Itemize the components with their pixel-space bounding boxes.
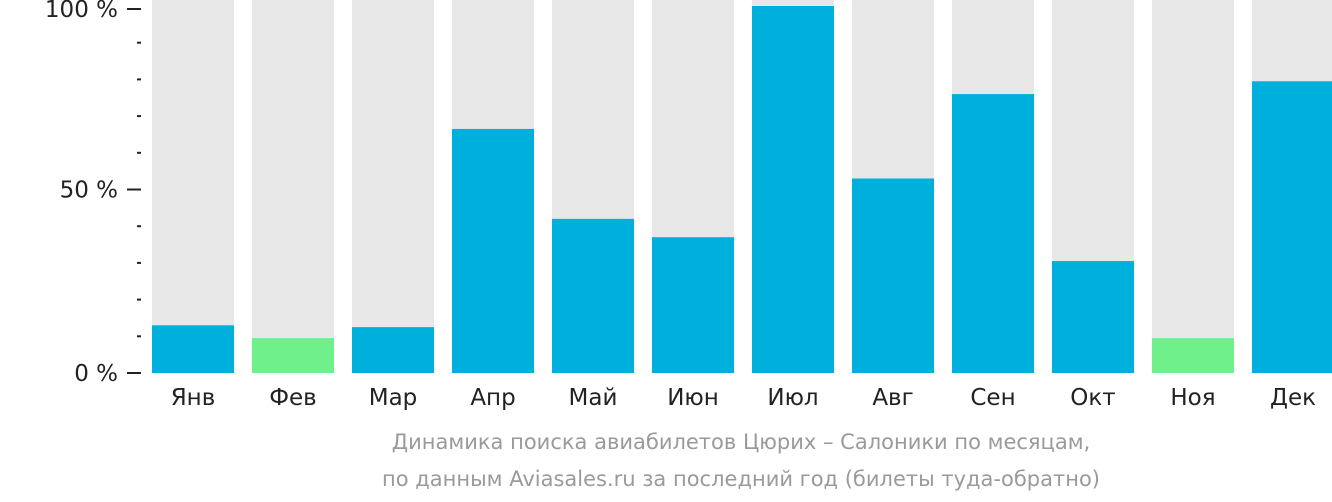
y-tick-label-1: 0 % — [74, 361, 118, 387]
bar-track-3 — [352, 0, 434, 373]
bar-3 — [352, 327, 434, 373]
x-axis-labels: Янв Фев Мар Апр Май Июн Июл Авг Сен Окт Ноя Дек — [171, 385, 1316, 411]
x-tick-label-3: Мар — [369, 385, 418, 411]
bar-2 — [252, 338, 334, 373]
bar-track-2 — [252, 0, 334, 373]
x-tick-label-8: Авг — [872, 385, 913, 411]
bar-10 — [1052, 261, 1134, 373]
y-tick-label-3: 100 % — [45, 0, 118, 23]
bar-8 — [852, 178, 934, 373]
bar-6 — [652, 237, 734, 373]
y-axis: 0 % 50 % 100 % — [45, 0, 141, 387]
x-tick-label-5: Май — [569, 385, 618, 411]
x-tick-label-2: Фев — [269, 385, 317, 411]
x-tick-label-12: Дек — [1270, 385, 1316, 411]
bar-tracks — [152, 0, 1332, 373]
x-tick-label-11: Ноя — [1170, 385, 1215, 411]
bar-1 — [152, 325, 234, 373]
y-tick-label-2: 50 % — [60, 178, 118, 204]
x-tick-label-6: Июн — [667, 385, 719, 411]
bar-track-1 — [152, 0, 234, 373]
bar-12 — [1252, 81, 1332, 374]
bars — [152, 6, 1332, 374]
chart-caption-line-2: по данным Aviasales.ru за последний год … — [382, 467, 1100, 491]
bar-7 — [752, 6, 834, 373]
x-tick-label-1: Янв — [171, 385, 216, 411]
x-tick-label-10: Окт — [1070, 385, 1115, 411]
chart-caption-line-1: Динамика поиска авиабилетов Цюрих – Сало… — [391, 430, 1091, 454]
x-tick-label-7: Июл — [767, 385, 818, 411]
x-tick-label-9: Сен — [970, 385, 1015, 411]
bar-4 — [452, 128, 534, 373]
bar-track-11 — [1152, 0, 1234, 373]
bar-11 — [1152, 338, 1234, 373]
bar-5 — [552, 218, 634, 373]
bar-9 — [952, 94, 1034, 373]
x-tick-label-4: Апр — [470, 385, 515, 411]
